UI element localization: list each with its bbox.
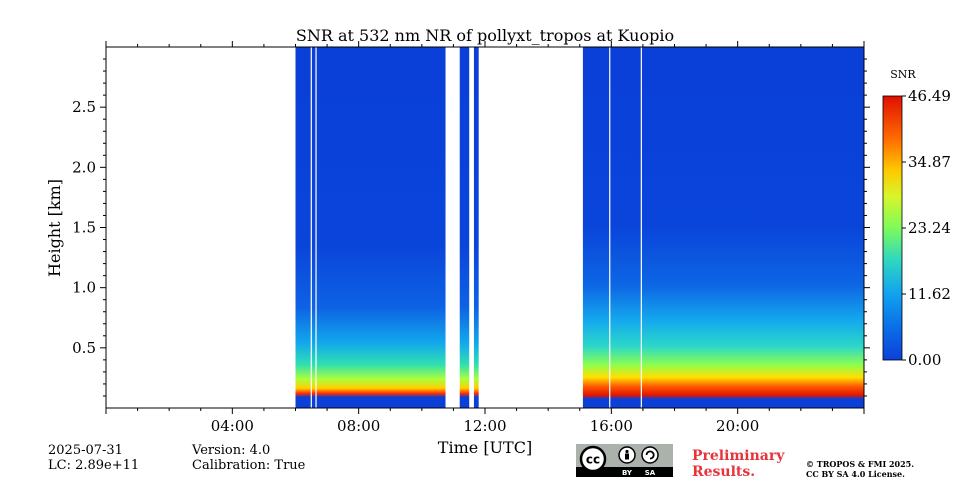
lc-label: LC: 2.89e+11 (48, 458, 140, 473)
copyright-line-2: CC BY SA 4.0 License. (806, 469, 905, 479)
x-tick-label: 20:00 (716, 417, 759, 435)
colorbar-tick-label: 11.62 (908, 285, 951, 303)
copyright-notice: © TROPOS & FMI 2025. CC BY SA 4.0 Licens… (806, 459, 914, 479)
x-tick-label: 12:00 (463, 417, 506, 435)
chart-title: SNR at 532 nm NR of pollyxt_tropos at Ku… (296, 26, 674, 45)
colorbar (882, 95, 903, 361)
y-tick-label: 1.5 (72, 219, 96, 237)
x-tick-label: 08:00 (337, 417, 380, 435)
data-segment-3 (582, 47, 864, 408)
by-text: BY (622, 469, 633, 477)
y-axis: 0.5 1.0 1.5 2.0 2.5 (72, 58, 870, 397)
x-axis: 04:00 08:00 12:00 16:00 20:00 (105, 41, 865, 435)
calibration-label: Calibration: True (192, 458, 306, 473)
colorbar-label: SNR (890, 68, 916, 81)
colorbar-tick-label: 46.49 (908, 87, 951, 105)
colorbar-ticks: 0.00 11.62 23.24 34.87 46.49 (902, 87, 951, 369)
x-tick-label: 04:00 (211, 417, 254, 435)
y-tick-label: 1.0 (72, 279, 96, 297)
colorbar-tick-label: 34.87 (908, 153, 951, 171)
preliminary-results: Preliminary Results. (692, 448, 784, 480)
colorbar-tick-label: 23.24 (908, 219, 951, 237)
y-tick-label: 2.5 (72, 98, 96, 116)
x-tick-label: 16:00 (590, 417, 633, 435)
cc-mark: cc (586, 453, 600, 467)
sa-text: SA (645, 469, 656, 477)
cc-by-sa-logo: cc BY SA (576, 444, 673, 477)
sa-share-icon (641, 446, 659, 464)
colorbar-tick-label: 0.00 (908, 351, 941, 369)
copyright-line-1: © TROPOS & FMI 2025. (806, 459, 915, 469)
data-segment-1 (459, 47, 470, 408)
data-segment-0 (295, 47, 446, 408)
data-segment-2 (473, 47, 479, 408)
y-tick-label: 0.5 (72, 339, 96, 357)
plot-area (295, 47, 864, 408)
x-axis-label: Time [UTC] (438, 438, 532, 457)
date-label: 2025-07-31 (48, 443, 123, 458)
y-axis-label: Height [km] (45, 179, 64, 277)
preliminary-line-1: Preliminary (692, 448, 785, 464)
preliminary-line-2: Results. (692, 464, 756, 480)
y-tick-label: 2.0 (72, 158, 96, 176)
version-label: Version: 4.0 (192, 443, 271, 458)
